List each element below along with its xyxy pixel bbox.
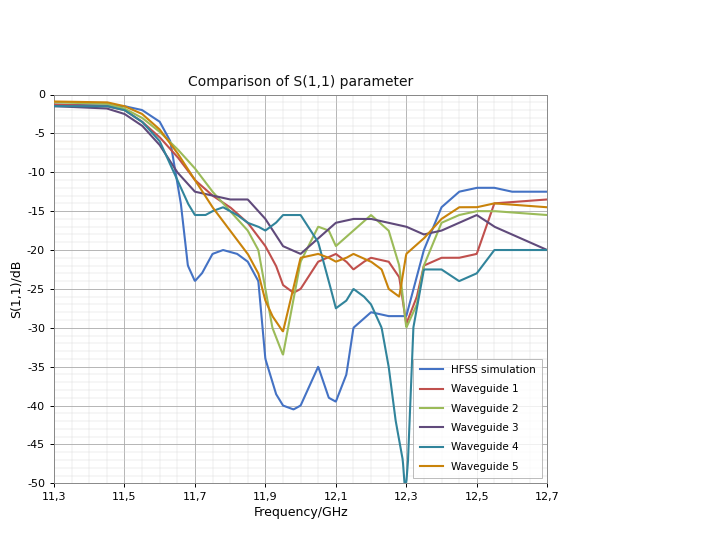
Text: RF Results: RF Results xyxy=(252,19,468,53)
Title: Comparison of S(1,1) parameter: Comparison of S(1,1) parameter xyxy=(188,75,413,89)
X-axis label: Frequency/GHz: Frequency/GHz xyxy=(253,507,348,519)
Y-axis label: S(1,1)/dB: S(1,1)/dB xyxy=(9,260,23,318)
Legend: HFSS simulation, Waveguide 1, Waveguide 2, Waveguide 3, Waveguide 4, Waveguide 5: HFSS simulation, Waveguide 1, Waveguide … xyxy=(413,359,542,478)
